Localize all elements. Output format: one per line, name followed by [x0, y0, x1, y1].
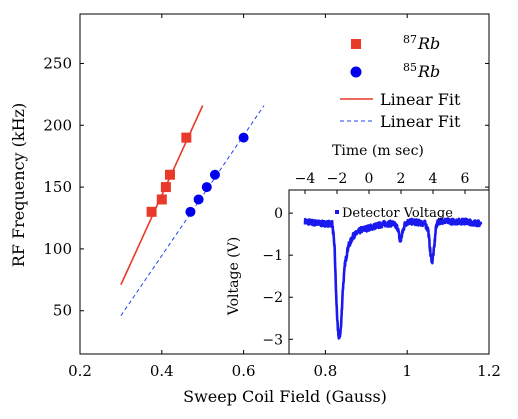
rb87-point [160, 182, 171, 193]
main-x-tick-label: 1.2 [477, 362, 501, 380]
main-y-axis-label: RF Frequency (kHz) [9, 103, 28, 267]
legend-label-85rb-sup: 85 [403, 61, 417, 74]
inset-legend-label: Detector Voltage [342, 206, 453, 221]
legend-label-87rb-base: Rb [417, 34, 440, 53]
inset-top-x-axis-label: Time (m sec) [332, 143, 424, 159]
legend-label-85rb: 85Rb [403, 61, 440, 81]
main-x-axis-label: Sweep Coil Field (Gauss) [183, 387, 387, 406]
main-y-tick-label: 100 [43, 240, 72, 258]
main-x-tick-label: 0.2 [68, 362, 92, 380]
legend-marker-87rb-square [351, 39, 361, 49]
legend-marker-85rb-circle [350, 66, 362, 78]
rb85-point [201, 182, 212, 193]
rb87-point [181, 132, 192, 143]
inset-background [289, 190, 489, 354]
inset-top-x-ticks: −4 −2 0 2 4 6 [295, 171, 470, 194]
inset-top-tick-label: 0 [365, 171, 374, 187]
inset-top-tick-label: 6 [461, 171, 470, 187]
rb85-point [193, 194, 204, 205]
inset-y-tick-label: −3 [262, 332, 283, 348]
legend-label-87rb: 87Rb [403, 33, 440, 53]
legend-label-red-fit: Linear Fit [380, 90, 461, 109]
main-x-tick-label: 1 [402, 362, 412, 380]
inset-top-tick-label: 4 [429, 171, 438, 187]
main-series [120, 105, 265, 316]
main-x-tick-label: 0.6 [232, 362, 256, 380]
inset-top-tick-label: −4 [295, 171, 316, 187]
main-x-tick-label: 0.4 [150, 362, 174, 380]
rb85-point [185, 206, 196, 217]
inset-plot-frame [288, 189, 490, 355]
inset-y-axis-label: Voltage (V) [226, 237, 242, 316]
inset-chart: −4 −2 0 2 4 6 0 −1 −2 −3 Time (m sec) Voltage (V… [226, 143, 490, 355]
rb87-point [146, 206, 157, 217]
main-plot-frame [79, 13, 490, 355]
rb85-point [238, 132, 249, 143]
inset-y-ticks: 0 −1 −2 −3 [262, 206, 293, 348]
main-y-tick-label: 250 [43, 54, 72, 72]
inset-y-tick-label: −2 [262, 290, 283, 306]
inset-legend-marker [335, 210, 339, 214]
legend-label-87rb-sup: 87 [403, 33, 417, 46]
main-y-tick-label: 200 [43, 116, 72, 134]
main-y-tick-label: 150 [43, 178, 72, 196]
main-x-tick-label: 0.8 [313, 362, 337, 380]
rb85-point [209, 169, 220, 180]
inset-legend: Detector Voltage [335, 206, 453, 221]
inset-y-tick-label: −1 [262, 248, 283, 264]
inset-top-tick-label: 2 [397, 171, 406, 187]
inset-y-tick-label: 0 [274, 206, 283, 222]
inset-top-tick-label: −2 [327, 171, 348, 187]
detector-voltage-trace [303, 217, 483, 340]
inset-bottom-x-ticks [324, 350, 408, 354]
main-legend: 87Rb 85Rb Linear Fit Linear Fit [340, 33, 461, 131]
inset-series [303, 217, 483, 340]
rb87-point [164, 169, 175, 180]
rb87-point [156, 194, 167, 205]
legend-label-blue-fit: Linear Fit [380, 112, 461, 131]
legend-label-85rb-base: Rb [417, 62, 440, 81]
main-y-tick-label: 50 [53, 302, 72, 320]
